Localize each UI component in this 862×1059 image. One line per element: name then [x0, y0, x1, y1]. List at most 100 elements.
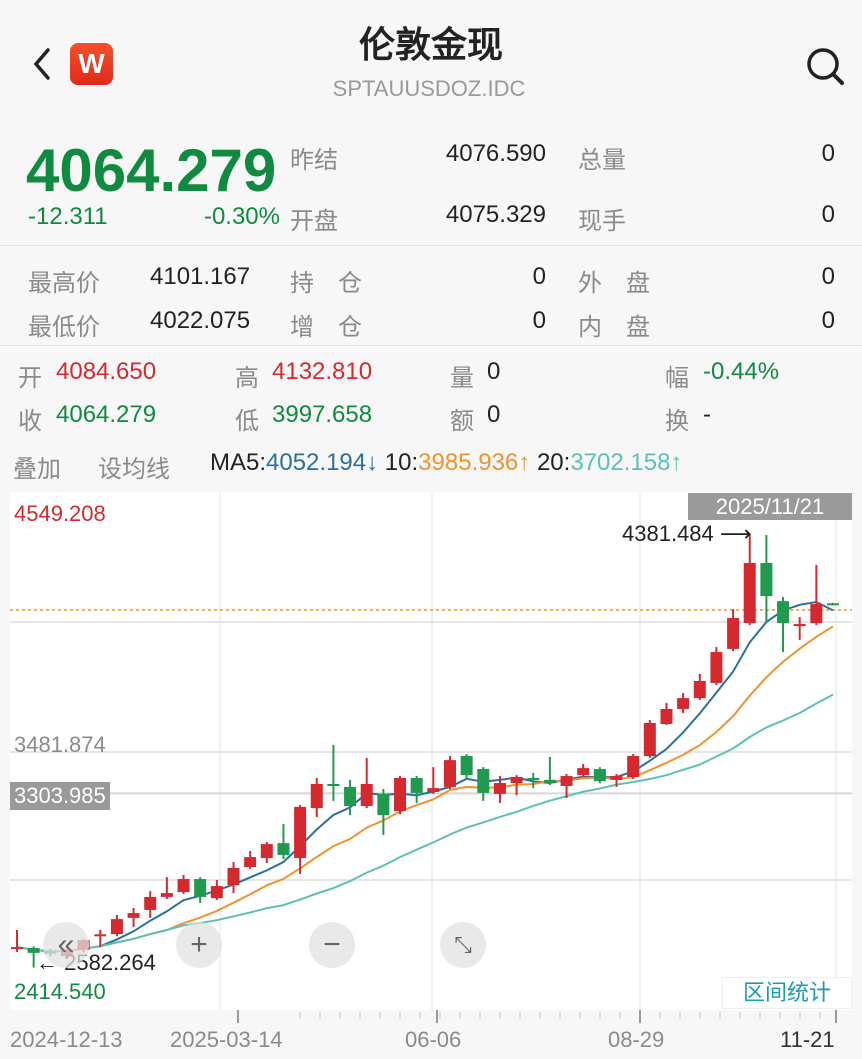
y-mid-label: 3481.874	[14, 732, 106, 757]
stat-value: 4101.167	[150, 263, 251, 290]
candle-body	[660, 708, 673, 724]
candle-body	[827, 603, 839, 606]
candle-body	[727, 618, 740, 649]
x-tick-label: 06-06	[405, 1027, 462, 1052]
candle-body	[410, 777, 423, 793]
candle-body	[94, 934, 107, 937]
x-tick-label: 08-29	[608, 1027, 665, 1052]
candle-body	[227, 867, 240, 886]
ma-lines	[16, 600, 834, 953]
candle-body	[560, 776, 573, 786]
x-tick-label: 2024-12-13	[10, 1027, 123, 1052]
ohlc-value: 4064.279	[56, 401, 157, 428]
current-price: 4064.279	[26, 137, 277, 204]
candle-body	[260, 844, 273, 859]
candle-body	[460, 756, 473, 776]
candle-body	[177, 879, 190, 893]
divider	[0, 345, 862, 346]
expand-button[interactable]: ⤡	[440, 922, 486, 968]
candle-body	[427, 788, 440, 792]
ohlc-value: 3997.658	[272, 401, 373, 428]
ohlc-label: 高	[235, 365, 259, 392]
zoom-in-button[interactable]: +	[176, 922, 222, 968]
candle-body	[344, 786, 357, 806]
x-tick-label: 2025-03-14	[170, 1027, 283, 1052]
ma5-label: MA5:	[210, 449, 267, 476]
ref-price-label: 3303.985	[10, 782, 110, 810]
ma20-label: 20:	[536, 449, 571, 476]
ma20-value: 3702.158↑	[570, 449, 683, 476]
ohlc-value: -0.44%	[703, 358, 780, 385]
candle-body	[194, 879, 207, 897]
candle-body	[593, 769, 606, 782]
page-title: 伦敦金现	[358, 24, 503, 65]
ohlc-label: 额	[450, 408, 474, 435]
stat-value: 0	[532, 263, 546, 290]
stat-label: 现手	[578, 208, 626, 235]
ohlc-value: 0	[487, 401, 501, 428]
candle-body	[244, 857, 257, 867]
back-button[interactable]	[28, 44, 58, 84]
overlay-button[interactable]: 叠加	[13, 456, 61, 483]
stat-label: 最高价	[28, 270, 100, 297]
stat-label: 外 盘	[578, 270, 650, 297]
candle-body	[493, 783, 506, 794]
stat-value: 4075.329	[445, 201, 546, 228]
ohlc-value: 4132.810	[272, 358, 373, 385]
ma5-value: 4052.194↓	[266, 449, 379, 476]
ma5-line	[16, 600, 834, 953]
candle-body	[394, 777, 407, 812]
zoom-out-icon: −	[323, 928, 341, 961]
ohlc-label: 收	[18, 408, 42, 435]
candle-body	[760, 563, 773, 597]
candle-body	[160, 893, 173, 897]
candle-body	[327, 784, 340, 787]
ohlc-label: 换	[665, 408, 689, 435]
stat-value: 0	[821, 263, 835, 290]
candle-body	[743, 563, 756, 624]
candle-body	[443, 760, 456, 787]
scroll-left-button[interactable]: «	[43, 922, 89, 968]
ohlc-value: 4084.650	[56, 358, 157, 385]
stat-value: 4076.590	[445, 140, 546, 167]
candle-body	[210, 886, 223, 899]
candle-body	[127, 913, 140, 918]
stat-label: 增 仓	[290, 314, 362, 341]
candle-body	[627, 756, 640, 778]
candle-body	[577, 768, 590, 776]
set-ma-button[interactable]: 设均线	[98, 456, 170, 483]
candle-body	[27, 948, 40, 953]
candle-body	[693, 680, 706, 699]
candle-body	[11, 947, 23, 950]
stat-value: 0	[821, 201, 835, 228]
zoom-out-button[interactable]: −	[309, 922, 355, 968]
candle-body	[810, 604, 823, 624]
candle-body	[793, 624, 806, 627]
divider	[0, 245, 862, 246]
stat-label: 昨结	[290, 147, 338, 174]
ma10-label: 10:	[384, 449, 419, 476]
stat-label: 内 盘	[578, 314, 650, 341]
app-logo[interactable]: W	[70, 43, 113, 85]
candle-body	[110, 919, 123, 935]
candle-body	[277, 843, 290, 855]
ohlc-value: -	[703, 401, 711, 428]
price-change-pct: -0.30%	[203, 203, 280, 230]
stat-label: 持 仓	[290, 270, 362, 297]
candle-body	[144, 896, 157, 910]
ohlc-label: 低	[235, 408, 259, 435]
candle-body	[777, 601, 790, 624]
price-change: -12.311	[28, 203, 108, 230]
candle-body	[610, 776, 623, 780]
ma10-value: 3985.936↑	[418, 449, 531, 476]
candle-body	[510, 777, 523, 784]
search-button[interactable]	[802, 44, 848, 88]
ohlc-label: 量	[450, 365, 474, 392]
range-stats-button[interactable]: 区间统计	[722, 977, 852, 1009]
y-min-label: 2414.540	[14, 979, 106, 1004]
stat-label: 总量	[578, 147, 626, 174]
candle-body	[643, 722, 656, 757]
expand-icon: ⤡	[454, 932, 472, 957]
y-max-label: 4549.208	[14, 501, 106, 526]
